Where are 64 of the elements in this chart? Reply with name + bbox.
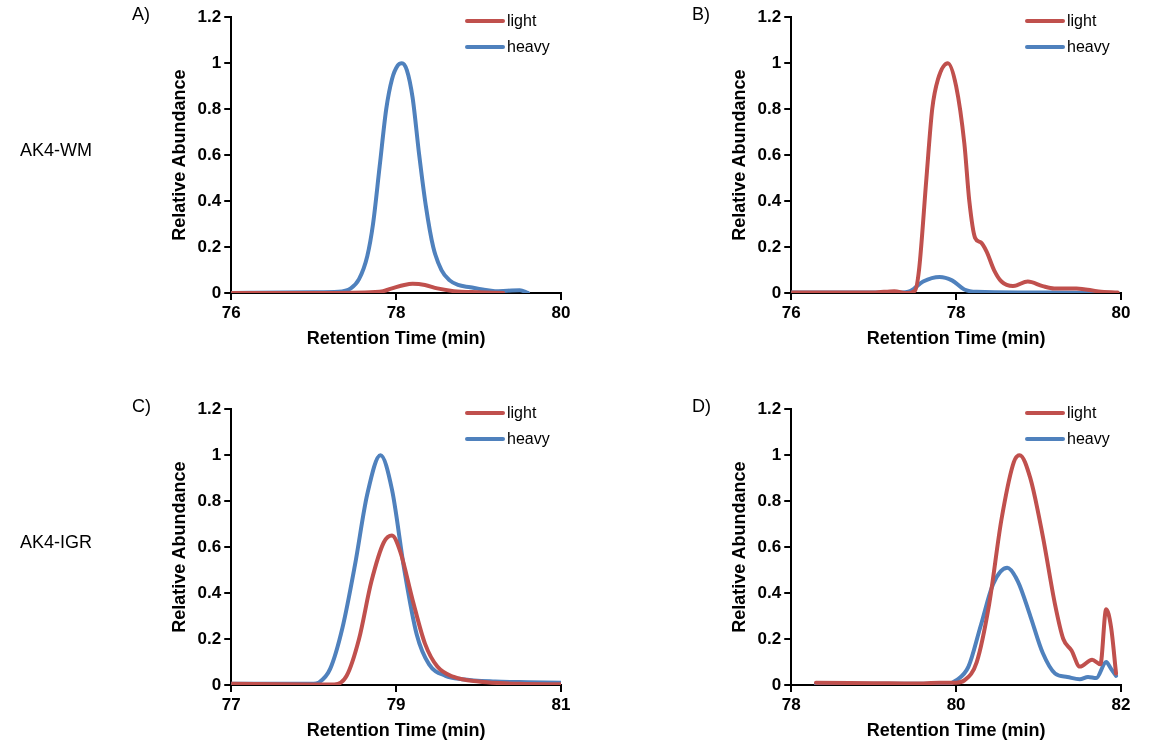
y-tick-label: 0.4 bbox=[197, 190, 222, 210]
y-tick-label: 0.6 bbox=[757, 144, 782, 164]
y-tick-label: 1 bbox=[771, 52, 782, 72]
x-axis-title: Retention Time (min) bbox=[306, 328, 486, 349]
x-tick-label: 78 bbox=[781, 694, 801, 714]
y-tick-label: 1.2 bbox=[757, 6, 782, 26]
chart-title: B) bbox=[692, 4, 710, 25]
y-tick-label: 1.2 bbox=[757, 398, 782, 418]
y-axis-title: Relative Abundance bbox=[168, 69, 189, 241]
x-tick-label: 76 bbox=[781, 302, 801, 322]
x-tick-label: 81 bbox=[551, 694, 571, 714]
y-tick-label: 0.8 bbox=[757, 98, 782, 118]
y-tick-label: 0.8 bbox=[197, 98, 222, 118]
legend-label: heavy bbox=[1067, 38, 1110, 56]
y-tick-label: 0.2 bbox=[197, 236, 222, 256]
y-tick-label: 0.6 bbox=[197, 536, 222, 556]
x-tick-label: 82 bbox=[1111, 694, 1131, 714]
legend-label: heavy bbox=[507, 38, 550, 56]
x-tick-label: 76 bbox=[221, 302, 241, 322]
x-tick-label: 80 bbox=[946, 694, 966, 714]
legend-label: light bbox=[507, 404, 537, 422]
x-axis-title: Retention Time (min) bbox=[306, 720, 486, 741]
y-tick-label: 0 bbox=[771, 282, 782, 302]
x-tick-label: 78 bbox=[386, 302, 406, 322]
chart-title: D) bbox=[692, 396, 711, 417]
chart-title: C) bbox=[132, 396, 151, 417]
legend-label: heavy bbox=[1067, 430, 1110, 448]
legend-label: light bbox=[507, 12, 537, 30]
y-tick-label: 1 bbox=[211, 444, 222, 464]
chart-title: A) bbox=[132, 4, 150, 25]
y-tick-label: 0.4 bbox=[757, 190, 782, 210]
y-tick-label: 0.8 bbox=[197, 490, 222, 510]
y-tick-label: 1 bbox=[211, 52, 222, 72]
y-tick-label: 1.2 bbox=[197, 398, 222, 418]
x-tick-label: 77 bbox=[221, 694, 241, 714]
y-tick-label: 0.8 bbox=[757, 490, 782, 510]
y-tick-label: 0.4 bbox=[197, 582, 222, 602]
y-tick-label: 0.2 bbox=[757, 236, 782, 256]
y-tick-label: 0 bbox=[211, 674, 222, 694]
y-axis-title: Relative Abundance bbox=[728, 69, 749, 241]
y-tick-label: 0.4 bbox=[757, 582, 782, 602]
y-axis-title: Relative Abundance bbox=[168, 461, 189, 633]
x-tick-label: 79 bbox=[386, 694, 406, 714]
y-tick-label: 0 bbox=[211, 282, 222, 302]
y-tick-label: 0.2 bbox=[197, 628, 222, 648]
y-tick-label: 1 bbox=[771, 444, 782, 464]
x-tick-label: 78 bbox=[946, 302, 966, 322]
text: AK4-WM bbox=[20, 140, 92, 161]
line-series bbox=[813, 453, 1119, 685]
y-tick-label: 0 bbox=[771, 674, 782, 694]
x-axis-title: Retention Time (min) bbox=[866, 720, 1046, 741]
x-tick-label: 80 bbox=[551, 302, 571, 322]
y-tick-label: 1.2 bbox=[197, 6, 222, 26]
x-tick-label: 80 bbox=[1111, 302, 1131, 322]
y-tick-label: 0.6 bbox=[197, 144, 222, 164]
line-series bbox=[231, 281, 506, 293]
x-axis-title: Retention Time (min) bbox=[866, 328, 1046, 349]
y-axis-title: Relative Abundance bbox=[728, 461, 749, 633]
text: AK4-IGR bbox=[20, 532, 93, 553]
y-tick-label: 0.2 bbox=[757, 628, 782, 648]
legend-label: light bbox=[1067, 404, 1097, 422]
legend-label: light bbox=[1067, 12, 1097, 30]
legend-label: heavy bbox=[507, 430, 550, 448]
y-tick-label: 0.6 bbox=[757, 536, 782, 556]
